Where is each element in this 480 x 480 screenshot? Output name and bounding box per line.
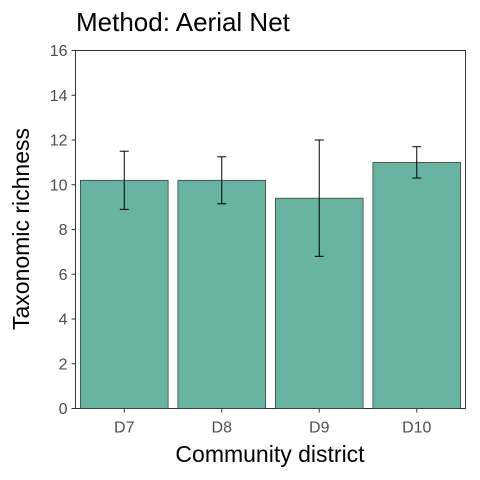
y-tick-label-0: 0 [59,401,68,418]
y-axis: 0 2 4 6 8 10 12 14 16 [50,43,76,418]
bars-group [80,162,461,409]
error-bars-group [119,139,422,257]
x-tick-label-d9: D9 [309,420,330,437]
y-tick-label-4: 4 [59,312,68,329]
y-tick-label-12: 12 [50,133,68,150]
y-axis-label: Taxonomic richness [8,128,34,330]
y-tick-label-6: 6 [59,267,68,284]
bar-d7 [80,179,169,409]
chart-title: Method: Aerial Net [76,7,291,37]
bar-d8 [177,179,266,409]
bar-d10 [372,162,461,409]
y-tick-label-2: 2 [59,356,68,373]
x-tick-label-d8: D8 [212,420,233,437]
y-tick-label-10: 10 [50,177,68,194]
x-tick-label-d10: D10 [402,420,431,437]
x-tick-label-d7: D7 [114,420,135,437]
y-tick-label-14: 14 [50,88,68,105]
x-axis-label: Community district [175,441,365,467]
y-tick-label-8: 8 [59,222,68,239]
y-tick-label-16: 16 [50,43,68,60]
x-axis: D7 D8 D9 D10 [114,408,432,437]
